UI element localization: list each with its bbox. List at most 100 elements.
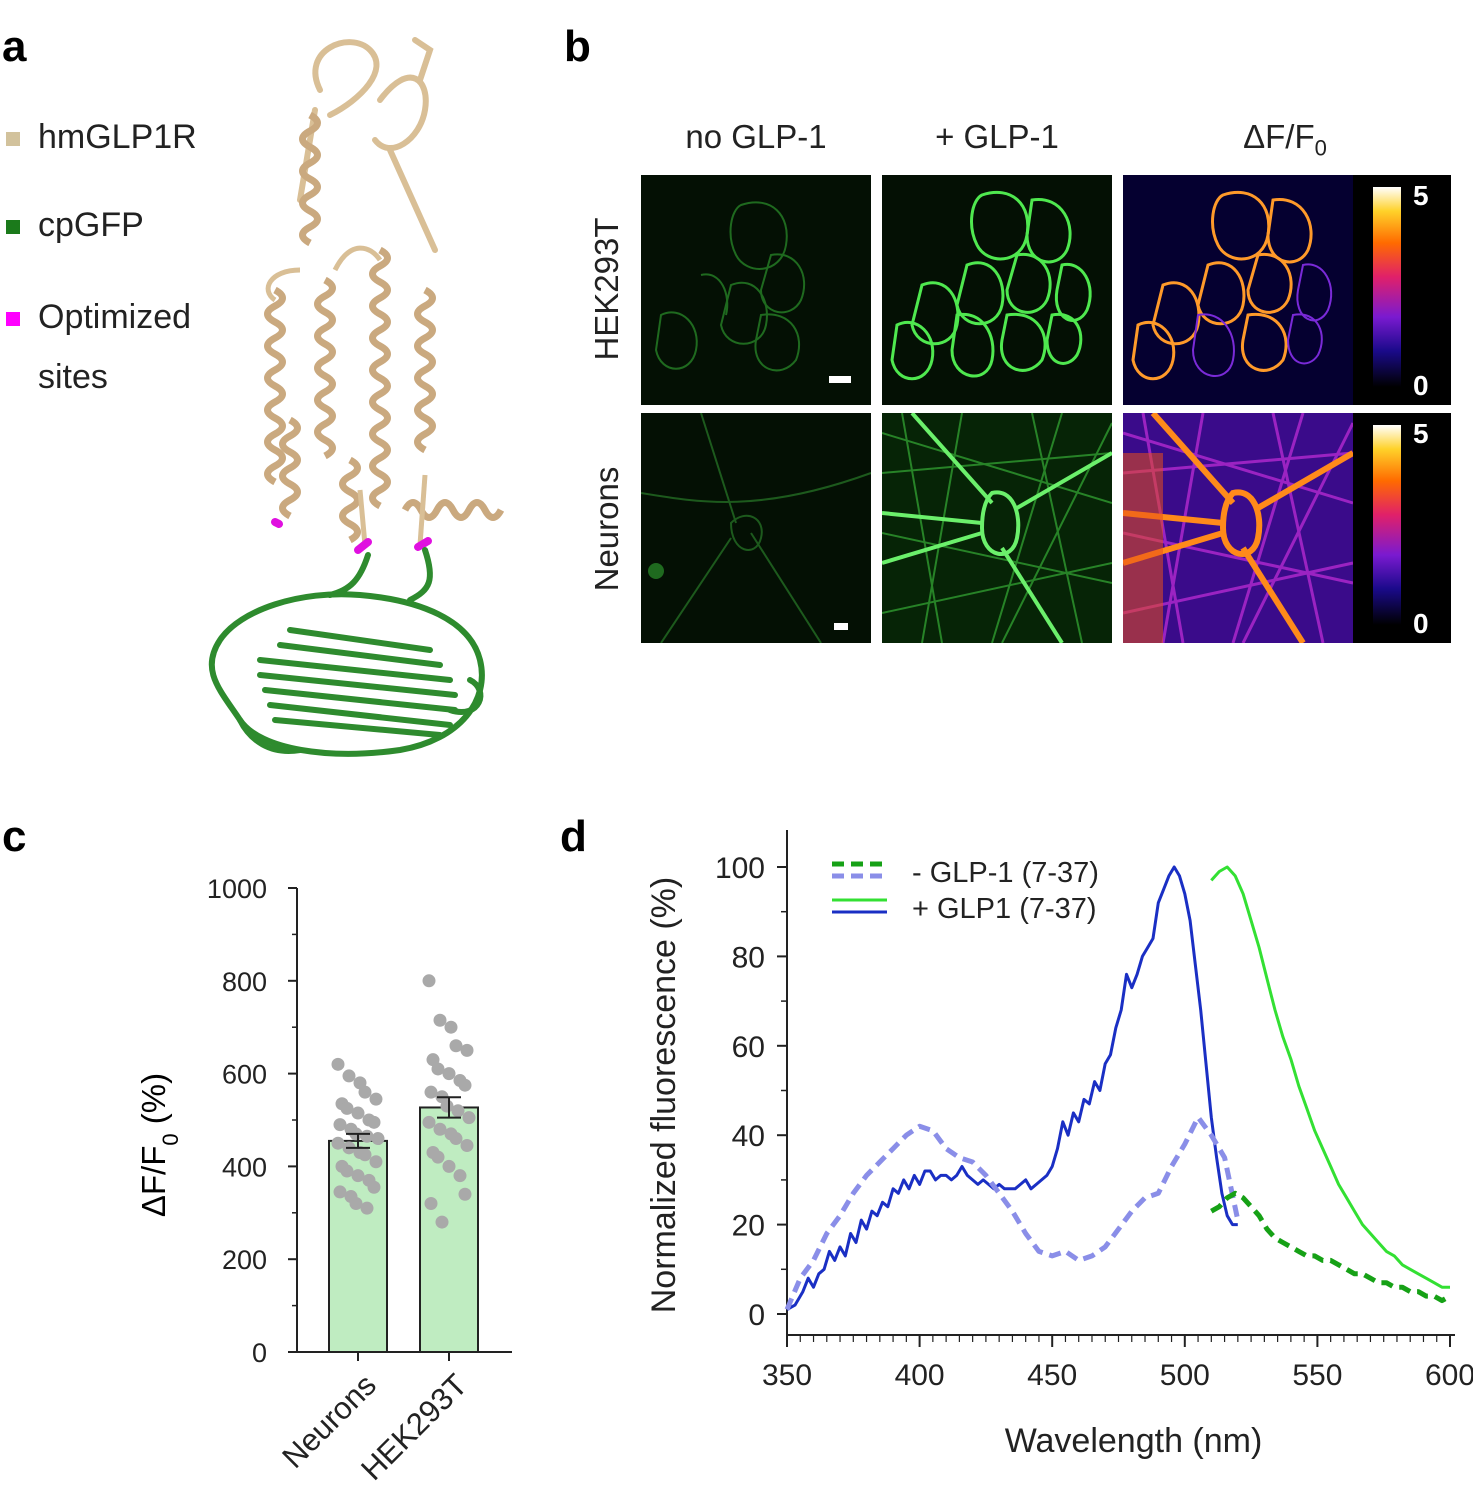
micrograph-neurons-delta: 5 0	[1123, 413, 1451, 643]
data-point-hek293t	[440, 1099, 454, 1113]
data-point-neurons	[333, 1118, 347, 1132]
data-point-hek293t	[431, 1062, 445, 1076]
data-point-hek293t	[451, 1104, 465, 1118]
y-tick-label-c: 800	[222, 967, 267, 997]
data-point-hek293t	[435, 1215, 449, 1229]
legend-optimized-sites: Optimized	[6, 298, 191, 337]
row-header-neurons: Neurons	[588, 466, 625, 592]
data-point-hek293t	[458, 1187, 472, 1201]
receptor-helix-3	[314, 276, 336, 460]
colorbar-neurons-max: 5	[1413, 418, 1429, 449]
data-point-neurons	[360, 1201, 374, 1215]
micrograph-neurons-plus-glp1	[882, 413, 1112, 643]
data-point-neurons	[331, 1136, 345, 1150]
x-tick-label-d: 350	[762, 1359, 812, 1392]
delta-f-subscript: 0	[1314, 135, 1327, 161]
receptor-sheet	[372, 74, 429, 151]
micrograph-hek-no-glp1	[641, 175, 871, 405]
colorbar-neurons-min: 0	[1413, 608, 1429, 639]
data-point-neurons	[331, 1057, 345, 1071]
x-tick-label-d: 550	[1292, 1359, 1342, 1392]
data-point-hek293t	[444, 1020, 458, 1034]
data-point-neurons	[349, 1197, 363, 1211]
scale-bar	[829, 376, 851, 383]
y-tick-label-c: 400	[222, 1152, 267, 1182]
series-line-light-green	[1210, 865, 1450, 1289]
legend-label-cpgfp: cpGFP	[38, 206, 144, 244]
y-tick-label-d: 60	[732, 1031, 765, 1064]
data-point-hek293t	[431, 1150, 445, 1164]
data-point-neurons	[333, 1185, 347, 1199]
receptor-helix-1	[299, 111, 321, 247]
data-point-neurons	[358, 1085, 372, 1099]
data-point-neurons	[351, 1106, 365, 1120]
data-point-hek293t	[460, 1043, 474, 1057]
receptor-helix-8	[401, 499, 505, 521]
legend-label-d-0: - GLP-1 (7-37)	[912, 857, 1099, 889]
y-tick-label-c: 1000	[207, 874, 267, 904]
hmglp1r-swatch	[6, 132, 20, 147]
colorbar-hek-max: 5	[1413, 180, 1429, 211]
y-tick-label-c: 200	[222, 1245, 267, 1275]
y-tick-label-d: 100	[715, 852, 765, 885]
data-point-neurons	[340, 1101, 354, 1115]
data-point-neurons	[367, 1115, 381, 1129]
data-point-hek293t	[433, 1013, 447, 1027]
y-axis-label-c: ΔF/F0 (%)	[135, 1073, 183, 1217]
y-tick-label-d: 20	[732, 1210, 765, 1243]
y-tick-label-d: 0	[748, 1299, 765, 1332]
legend-cpgfp: cpGFP	[6, 206, 144, 245]
x-tick-label-d: 450	[1027, 1359, 1077, 1392]
data-point-hek293t	[442, 1067, 456, 1081]
series-line-light-blue	[784, 1114, 1241, 1311]
panel-b-letter: b	[564, 22, 591, 71]
data-point-neurons	[342, 1069, 356, 1083]
data-point-hek293t	[460, 1139, 474, 1153]
data-point-hek293t	[453, 1169, 467, 1183]
receptor-loop	[312, 39, 380, 118]
x-tick-label-d: 500	[1160, 1359, 1210, 1392]
data-point-hek293t	[449, 1132, 463, 1146]
data-point-neurons	[369, 1092, 383, 1106]
receptor-helix-4	[369, 246, 391, 510]
data-point-hek293t	[424, 1197, 438, 1211]
protein-structure	[208, 37, 505, 757]
receptor-helix-2	[264, 286, 286, 486]
data-point-neurons	[367, 1180, 381, 1194]
bar-chart-deltaf: ΔF/F0 (%) 02004006008001000NeuronsHEK293…	[135, 874, 512, 1487]
data-point-neurons	[360, 1129, 374, 1143]
legend-label-d-1: + GLP1 (7-37)	[912, 893, 1097, 925]
cpgfp-barrel	[208, 547, 485, 757]
column-header-delta-f: ΔF/F0	[1170, 118, 1400, 162]
data-point-hek293t	[458, 1078, 472, 1092]
colorbar-neurons	[1373, 425, 1401, 625]
x-axis-label-d: Wavelength (nm)	[1005, 1422, 1263, 1460]
y-tick-label-c: 600	[222, 1060, 267, 1090]
legend-label-hmglp1r: hmGLP1R	[38, 118, 197, 156]
row-header-hek293t: HEK293T	[588, 217, 625, 361]
data-point-neurons	[340, 1164, 354, 1178]
y-tick-label-d: 80	[732, 941, 765, 974]
micrograph-neurons-no-glp1	[641, 413, 871, 643]
line-chart-spectra: 0 20 40 60 80 100 350 400 450 500 550 600 Wavelength…	[645, 830, 1473, 1460]
data-point-neurons	[351, 1169, 365, 1183]
legend-label-optimized: Optimized	[38, 298, 192, 336]
data-point-hek293t	[424, 1085, 438, 1099]
data-point-neurons	[369, 1155, 383, 1169]
x-tick-label-d: 600	[1425, 1359, 1473, 1392]
data-point-hek293t	[449, 1039, 463, 1053]
y-tick-label-d: 40	[732, 1120, 765, 1153]
legend-hmglp1r: hmGLP1R	[6, 118, 197, 157]
optimized-sites-marks	[271, 518, 432, 554]
cpgfp-swatch	[6, 220, 20, 235]
data-point-hek293t	[442, 1159, 456, 1173]
column-header-no-glp1: no GLP-1	[685, 118, 827, 155]
scale-bar-neurons	[834, 623, 848, 630]
delta-f-label: ΔF/F	[1243, 118, 1315, 155]
panel-d-letter: d	[560, 812, 587, 861]
data-point-neurons	[371, 1132, 385, 1146]
y-tick-label-c: 0	[252, 1338, 267, 1368]
micrograph-hek-plus-glp1	[882, 175, 1112, 405]
panel-a-letter: a	[2, 22, 27, 71]
